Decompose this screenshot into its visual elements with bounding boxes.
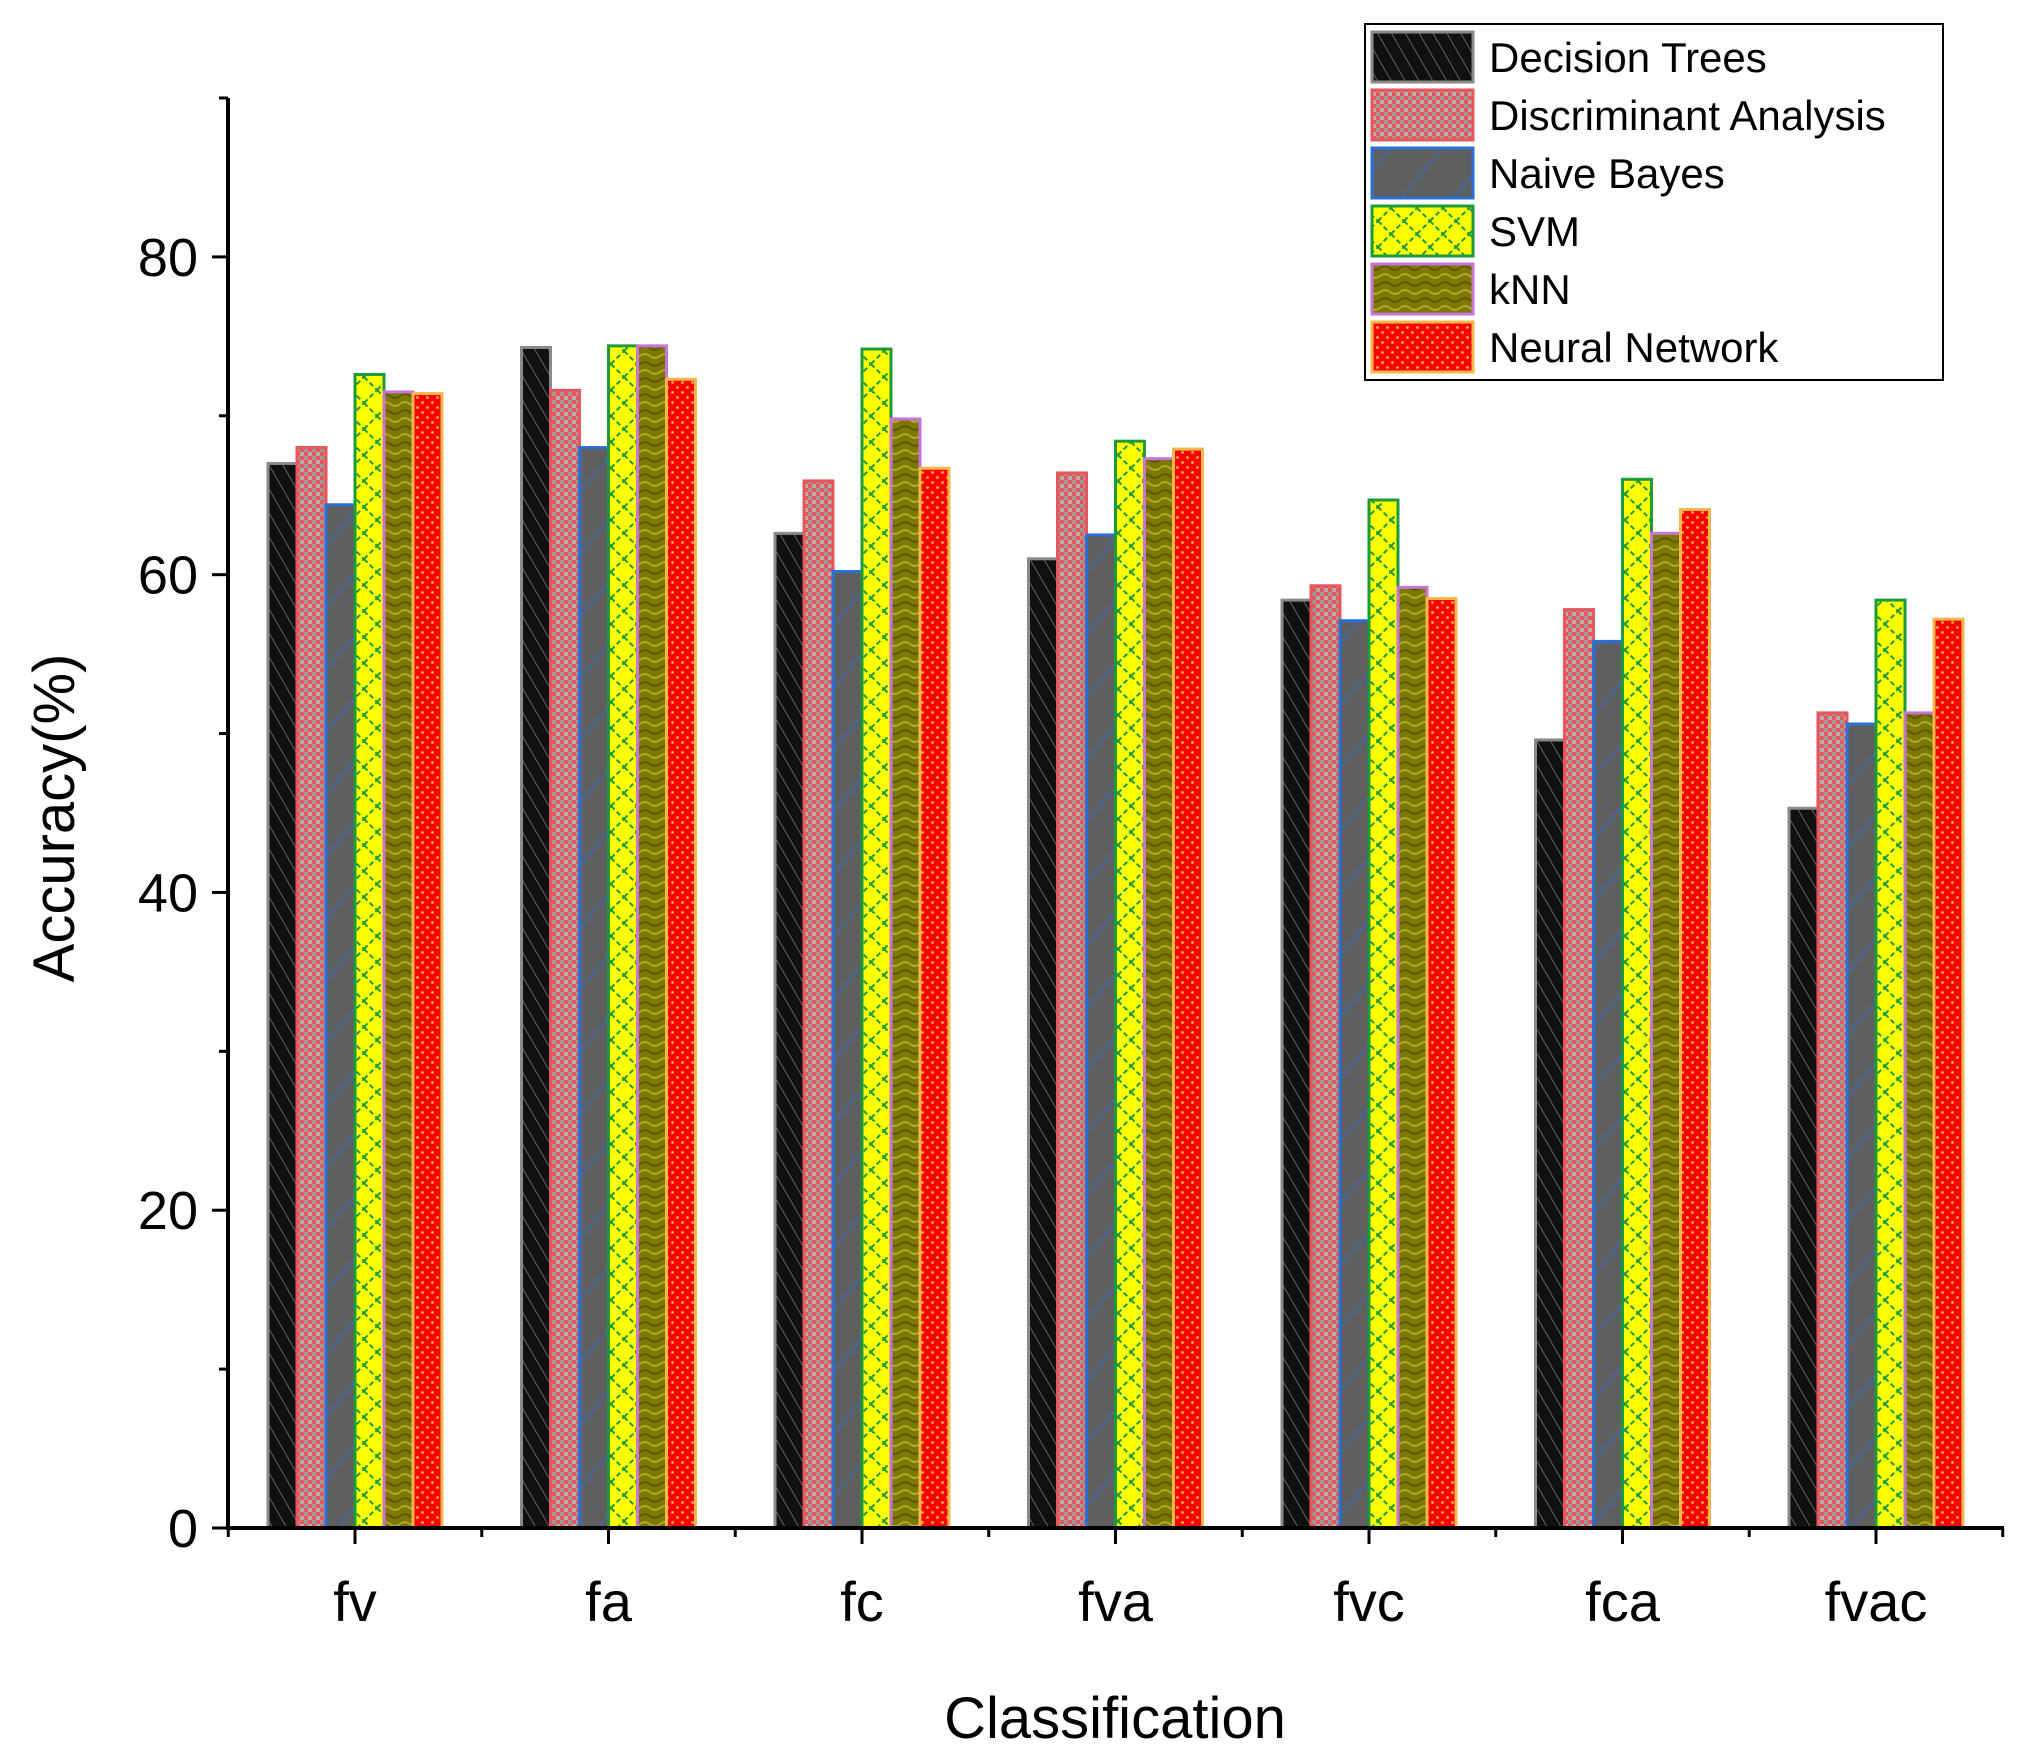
legend-label: Discriminant Analysis — [1489, 92, 1886, 139]
x-axis-title: Classification — [944, 1686, 1286, 1751]
legend-label: SVM — [1489, 208, 1580, 255]
bar-svm-fca — [1621, 477, 1653, 1530]
bar-knn-fvac — [1903, 711, 1936, 1530]
y-ticks: 0 20 40 60 80 — [138, 96, 228, 1559]
bar-naive-bayes-fvc — [1338, 619, 1371, 1530]
bar-discriminant-analysis-fv — [295, 446, 328, 1530]
bar-svm-fvc — [1367, 498, 1400, 1530]
x-tick-label: fa — [585, 1570, 633, 1633]
bar-discriminant-analysis-fvc — [1309, 584, 1342, 1530]
bar-neural-network-fv — [411, 392, 444, 1530]
bar-neural-network-fvc — [1425, 597, 1458, 1530]
bar-knn-fca — [1650, 531, 1682, 1530]
x-tick-label: fc — [840, 1570, 884, 1633]
legend-label: kNN — [1489, 266, 1571, 313]
bar-svm-fv — [353, 372, 386, 1530]
bar-naive-bayes-fc — [831, 569, 864, 1530]
legend-swatch — [1370, 204, 1475, 258]
bar-decision-trees-fca — [1534, 738, 1566, 1530]
legend-label: Decision Trees — [1489, 34, 1767, 81]
y-tick-label: 60 — [138, 546, 198, 606]
bar-neural-network-fc — [918, 466, 951, 1530]
y-tick-label: 0 — [168, 1499, 198, 1559]
bar-neural-network-fva — [1172, 447, 1204, 1530]
bar-discriminant-analysis-fa — [549, 388, 581, 1530]
bar-decision-trees-fvac — [1787, 806, 1820, 1530]
bar-svm-fa — [607, 344, 639, 1530]
legend-swatch — [1370, 30, 1475, 84]
x-tick-label: fv — [333, 1570, 377, 1633]
bar-decision-trees-fa — [520, 345, 552, 1530]
bar-neural-network-fvac — [1932, 617, 1965, 1530]
bar-decision-trees-fvc — [1280, 598, 1313, 1530]
bar-knn-fa — [636, 344, 668, 1530]
bar-neural-network-fa — [665, 377, 697, 1530]
bar-decision-trees-fv — [266, 461, 299, 1530]
bar-decision-trees-fc — [773, 531, 806, 1530]
x-tick-label: fvac — [1825, 1570, 1928, 1633]
bar-knn-fv — [382, 390, 415, 1530]
y-tick-label: 20 — [138, 1181, 198, 1241]
x-ticks: fv fa fc fva fvc fca fvac — [226, 1528, 2005, 1633]
legend-swatch — [1370, 320, 1475, 374]
bar-knn-fc — [889, 417, 922, 1530]
x-tick-label: fca — [1585, 1570, 1661, 1633]
bar-naive-bayes-fva — [1085, 533, 1117, 1530]
legend-swatch — [1370, 88, 1475, 142]
bar-svm-fvac — [1874, 598, 1907, 1530]
bar-naive-bayes-fvac — [1845, 722, 1878, 1530]
bar-discriminant-analysis-fva — [1056, 471, 1088, 1530]
legend: Decision Trees Discriminant Analysis Naive… — [1364, 23, 1944, 381]
bar-naive-bayes-fa — [578, 446, 610, 1530]
bar-svm-fva — [1114, 439, 1146, 1530]
y-tick-label: 40 — [138, 863, 198, 923]
bar-neural-network-fca — [1679, 508, 1711, 1530]
bar-discriminant-analysis-fca — [1563, 608, 1595, 1530]
axes: 0 20 40 60 80 fv fa fc fva fvc fca fvac — [138, 96, 2005, 1633]
y-axis-title: Accuracy(%) — [22, 654, 87, 983]
bars-group — [266, 344, 1965, 1530]
bar-svm-fc — [860, 347, 893, 1530]
bar-knn-fva — [1143, 457, 1175, 1530]
bar-discriminant-analysis-fvac — [1816, 711, 1849, 1530]
bar-naive-bayes-fv — [324, 503, 357, 1530]
bar-knn-fvc — [1396, 585, 1429, 1530]
x-tick-label: fva — [1078, 1570, 1154, 1633]
x-tick-label: fvc — [1333, 1570, 1405, 1633]
legend-label: Naive Bayes — [1489, 150, 1725, 197]
bar-naive-bayes-fca — [1592, 639, 1624, 1530]
bar-discriminant-analysis-fc — [802, 479, 835, 1530]
bar-decision-trees-fva — [1027, 557, 1059, 1530]
legend-swatch — [1370, 146, 1475, 200]
y-tick-label: 80 — [138, 228, 198, 288]
legend-label: Neural Network — [1489, 324, 1779, 371]
legend-swatch — [1370, 262, 1475, 316]
